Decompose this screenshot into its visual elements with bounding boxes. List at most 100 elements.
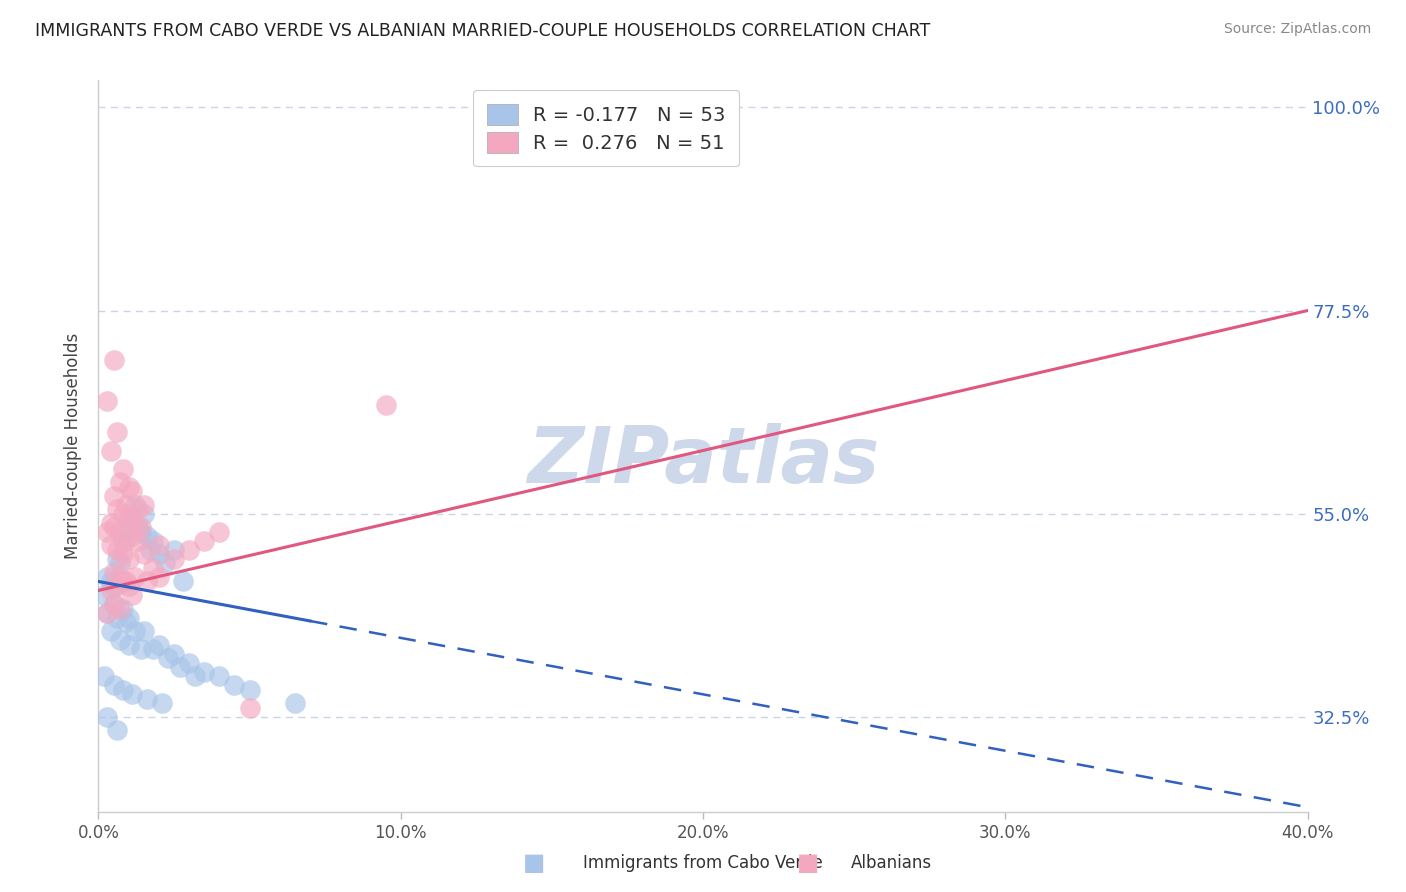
Point (132, 498, 155, 512)
Point (124, 570, 146, 584)
Point (100, 538, 122, 552)
Point (108, 475, 131, 489)
Point (163, 647, 186, 661)
Point (121, 511, 143, 525)
Point (105, 502, 128, 516)
Point (105, 610, 128, 624)
Point (114, 524, 136, 539)
Point (239, 701, 262, 715)
Point (103, 579, 125, 593)
Point (135, 529, 157, 543)
Point (118, 516, 141, 530)
Point (208, 524, 231, 539)
Point (124, 624, 146, 639)
Point (100, 443, 122, 458)
Point (105, 425, 128, 440)
Point (111, 682, 134, 697)
Point (108, 570, 131, 584)
Point (118, 638, 141, 652)
Point (108, 524, 131, 539)
Point (127, 502, 149, 516)
Text: ■: ■ (797, 852, 820, 875)
Text: Immigrants from Cabo Verde: Immigrants from Cabo Verde (583, 855, 824, 872)
Point (103, 597, 125, 611)
Point (135, 574, 157, 589)
Point (103, 353, 125, 368)
Point (103, 678, 125, 692)
Text: Source: ZipAtlas.com: Source: ZipAtlas.com (1223, 22, 1371, 37)
Point (118, 610, 141, 624)
Point (142, 642, 165, 657)
Point (111, 507, 134, 521)
Point (111, 547, 134, 561)
Point (163, 552, 186, 566)
Text: IMMIGRANTS FROM CABO VERDE VS ALBANIAN MARRIED-COUPLE HOUSEHOLDS CORRELATION CHA: IMMIGRANTS FROM CABO VERDE VS ALBANIAN M… (35, 22, 931, 40)
Point (108, 633, 131, 648)
Point (179, 656, 201, 670)
Point (224, 678, 246, 692)
Point (100, 574, 122, 589)
Point (114, 533, 136, 548)
Point (111, 601, 134, 615)
Point (132, 624, 155, 639)
Point (129, 524, 152, 539)
Point (100, 516, 122, 530)
Point (108, 557, 131, 571)
Point (114, 574, 136, 589)
Point (96, 524, 118, 539)
Point (96, 606, 118, 620)
Point (124, 498, 146, 512)
Point (105, 579, 128, 593)
Legend: R = -0.177   N = 53, R =  0.276   N = 51: R = -0.177 N = 53, R = 0.276 N = 51 (474, 90, 740, 167)
Point (135, 691, 157, 706)
Point (118, 511, 141, 525)
Point (374, 398, 396, 412)
Point (172, 574, 194, 589)
Text: ZIPatlas: ZIPatlas (527, 423, 879, 499)
Point (179, 542, 201, 557)
Point (139, 542, 162, 557)
Point (163, 542, 186, 557)
Point (129, 520, 152, 534)
Point (118, 579, 141, 593)
Point (96, 606, 118, 620)
Point (153, 557, 176, 571)
Point (103, 597, 125, 611)
Point (193, 533, 215, 548)
Point (121, 529, 143, 543)
Point (150, 697, 173, 711)
Point (114, 615, 136, 629)
Point (121, 687, 143, 701)
Point (93, 588, 115, 602)
Point (105, 552, 128, 566)
Text: ■: ■ (523, 852, 546, 875)
Point (114, 498, 136, 512)
Point (156, 651, 179, 665)
Point (208, 669, 231, 683)
Point (193, 665, 215, 679)
Point (103, 520, 125, 534)
Point (103, 489, 125, 503)
Point (148, 638, 170, 652)
Point (284, 697, 307, 711)
Point (148, 547, 170, 561)
Point (142, 533, 165, 548)
Point (108, 601, 131, 615)
Point (100, 583, 122, 598)
Point (121, 588, 143, 602)
Point (148, 570, 170, 584)
Point (142, 561, 165, 575)
Point (111, 533, 134, 548)
Point (148, 538, 170, 552)
Point (239, 682, 262, 697)
Point (124, 516, 146, 530)
Y-axis label: Married-couple Households: Married-couple Households (65, 333, 83, 559)
Point (105, 723, 128, 738)
Point (132, 547, 155, 561)
Point (184, 669, 207, 683)
Point (118, 480, 141, 494)
Point (93, 669, 115, 683)
Point (100, 624, 122, 639)
Point (132, 507, 155, 521)
Point (111, 461, 134, 475)
